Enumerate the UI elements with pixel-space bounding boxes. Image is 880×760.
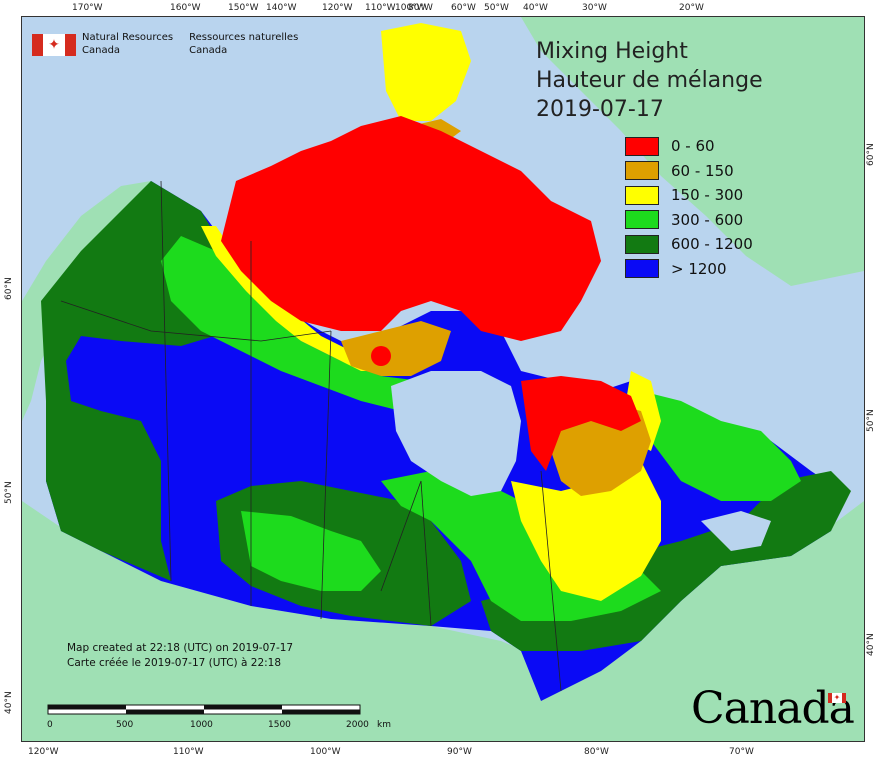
graticule-label: 30°W [582,3,607,13]
legend-item: 300 - 600 [625,208,753,233]
graticule-label: 20°W [679,3,704,13]
graticule-label: 80°W [408,3,433,13]
graticule-label: 100°W [310,747,341,757]
agency-name-en: Natural Resources Canada [82,32,174,56]
title-date: 2019-07-17 [536,97,664,122]
graticule-label: 40°W [523,3,548,13]
graticule-label: 60°W [451,3,476,13]
agency-header: ✦ Natural Resources Canada Ressources na… [32,31,298,57]
graticule-label: 40°N [4,691,14,714]
graticule-label: 160°W [170,3,201,13]
graticule-label: 50°W [484,3,509,13]
graticule-label: 100°W [395,3,426,13]
legend-item: 150 - 300 [625,183,753,208]
agency-name-fr: Ressources naturelles Canada [189,32,299,56]
map-credits: Map created at 22:18 (UTC) on 2019-07-17… [67,641,293,671]
zone-300-600-north [161,236,441,411]
graticule-label: 40°N [866,633,876,656]
zone-0-60-spot [371,346,391,366]
legend-label: 0 - 60 [671,137,715,156]
legend-swatch [625,234,659,254]
legend: 0 - 60 60 - 150 150 - 300 300 - 600 600 - 12… [625,134,753,281]
graticule-label: 50°N [4,481,14,504]
scale-label-1000: 1000 [190,720,213,730]
canada-wordmark: Canada [691,683,855,734]
legend-item: 0 - 60 [625,134,753,159]
legend-item: > 1200 [625,257,753,282]
legend-swatch [625,210,659,230]
graticule-label: 120°W [322,3,353,13]
zone-150-300-quebec [511,461,661,601]
graticule-label: 110°W [365,3,396,13]
graticule-label: 110°W [173,747,204,757]
scale-label-1500: 1500 [268,720,291,730]
legend-label: 60 - 150 [671,161,734,180]
legend-swatch [625,161,659,181]
map-frame[interactable]: ✦ Natural Resources Canada Ressources na… [21,16,865,742]
graticule-label: 80°W [584,747,609,757]
legend-label: 300 - 600 [671,210,744,229]
zone-150-300-arctic [381,23,471,121]
graticule-label: 50°N [866,409,876,432]
zone-300-600-labrador [641,391,801,501]
map-title: Mixing Height Hauteur de mélange 2019-07… [536,37,763,124]
legend-item: 60 - 150 [625,159,753,184]
legend-swatch [625,136,659,156]
greenland-landmass [521,17,864,286]
graticule-label: 70°W [729,747,754,757]
legend-label: > 1200 [671,259,727,278]
zone-150-300-nw [201,226,391,371]
gulf-st-lawrence-water [701,511,771,551]
canada-flag-icon: ✦ [32,34,76,56]
title-english: Mixing Height [536,39,688,64]
provincial-borders [60,180,562,692]
legend-label: 600 - 1200 [671,235,753,254]
title-french: Hauteur de mélange [536,68,763,93]
graticule-label: 90°W [447,747,472,757]
scale-bar: 0 500 1000 1500 2000 km [47,704,391,730]
legend-item: 600 - 1200 [625,232,753,257]
graticule-label: 120°W [28,747,59,757]
scale-label-500: 500 [116,720,134,730]
credit-english: Map created at 22:18 (UTC) on 2019-07-17 [67,642,294,654]
wordmark-flag-icon: ✦ [828,693,846,703]
mixing-height-map [22,17,864,741]
graticule-label: 140°W [266,3,297,13]
legend-label: 150 - 300 [671,186,744,205]
credit-french: Carte créée le 2019-07-17 (UTC) à 22:18 [67,657,282,669]
zone-300-600-prairies [241,511,381,591]
graticule-label: 60°N [866,143,876,166]
zone-60-150-hudson [341,321,451,376]
scale-label-2000: 2000 [346,720,369,730]
hudson-bay-water [391,371,521,496]
legend-swatch [625,185,659,205]
graticule-label: 60°N [4,277,14,300]
scale-unit: km [377,720,391,730]
graticule-label: 150°W [228,3,259,13]
zone-0-60-quebec [521,376,641,471]
graticule-label: 170°W [72,3,103,13]
legend-swatch [625,259,659,279]
scale-label-0: 0 [47,720,53,730]
united-states-landmass [22,501,864,741]
zone-0-60-arctic-archipelago [221,116,601,341]
